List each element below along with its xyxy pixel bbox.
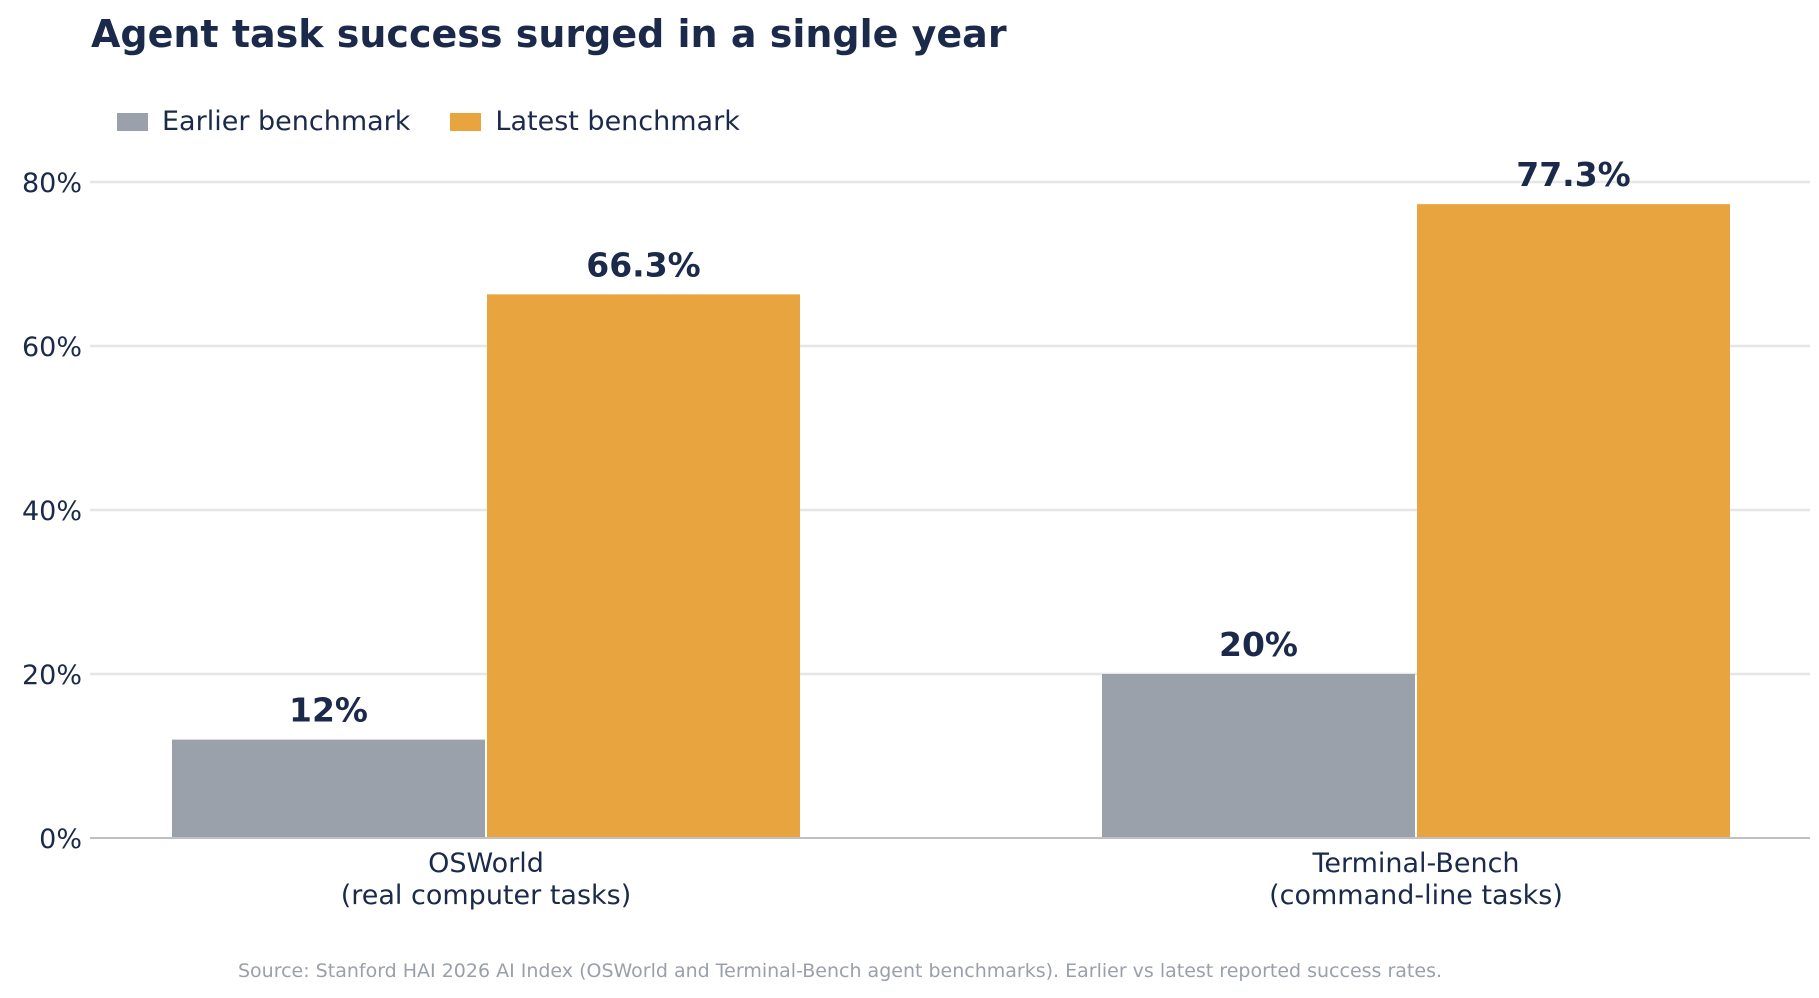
chart-title: Agent task success surged in a single ye… [91,12,1007,56]
legend-label-latest: Latest benchmark [495,106,740,137]
x-tick-label: (real computer tasks) [341,880,632,911]
legend-swatch-latest [450,112,482,131]
legend-item-latest: Latest benchmark [450,106,740,137]
x-tick-label: (command-line tasks) [1269,880,1563,911]
source-note: Source: Stanford HAI 2026 AI Index (OSWo… [237,960,1443,982]
bar-latest [1417,204,1730,838]
bar-earlier [1102,674,1415,838]
y-tick-label: 20% [22,660,82,691]
y-tick-label: 0% [39,824,82,855]
y-tick-label: 80% [22,168,82,199]
y-tick-label: 60% [22,332,82,363]
x-tick-label: OSWorld [428,848,544,879]
data-label: 20% [1219,625,1298,664]
legend-item-earlier: Earlier benchmark [117,106,410,137]
data-label: 12% [289,691,368,730]
x-tick-label: Terminal-Bench [1311,848,1519,879]
bar-latest [487,294,800,839]
data-label: 66.3% [586,245,701,284]
legend-swatch-earlier [117,112,148,131]
data-label: 77.3% [1516,155,1631,194]
legend-label-earlier: Earlier benchmark [162,106,411,137]
y-tick-label: 40% [22,496,82,527]
legend: Earlier benchmark Latest benchmark [117,106,780,137]
bar-earlier [172,739,485,838]
